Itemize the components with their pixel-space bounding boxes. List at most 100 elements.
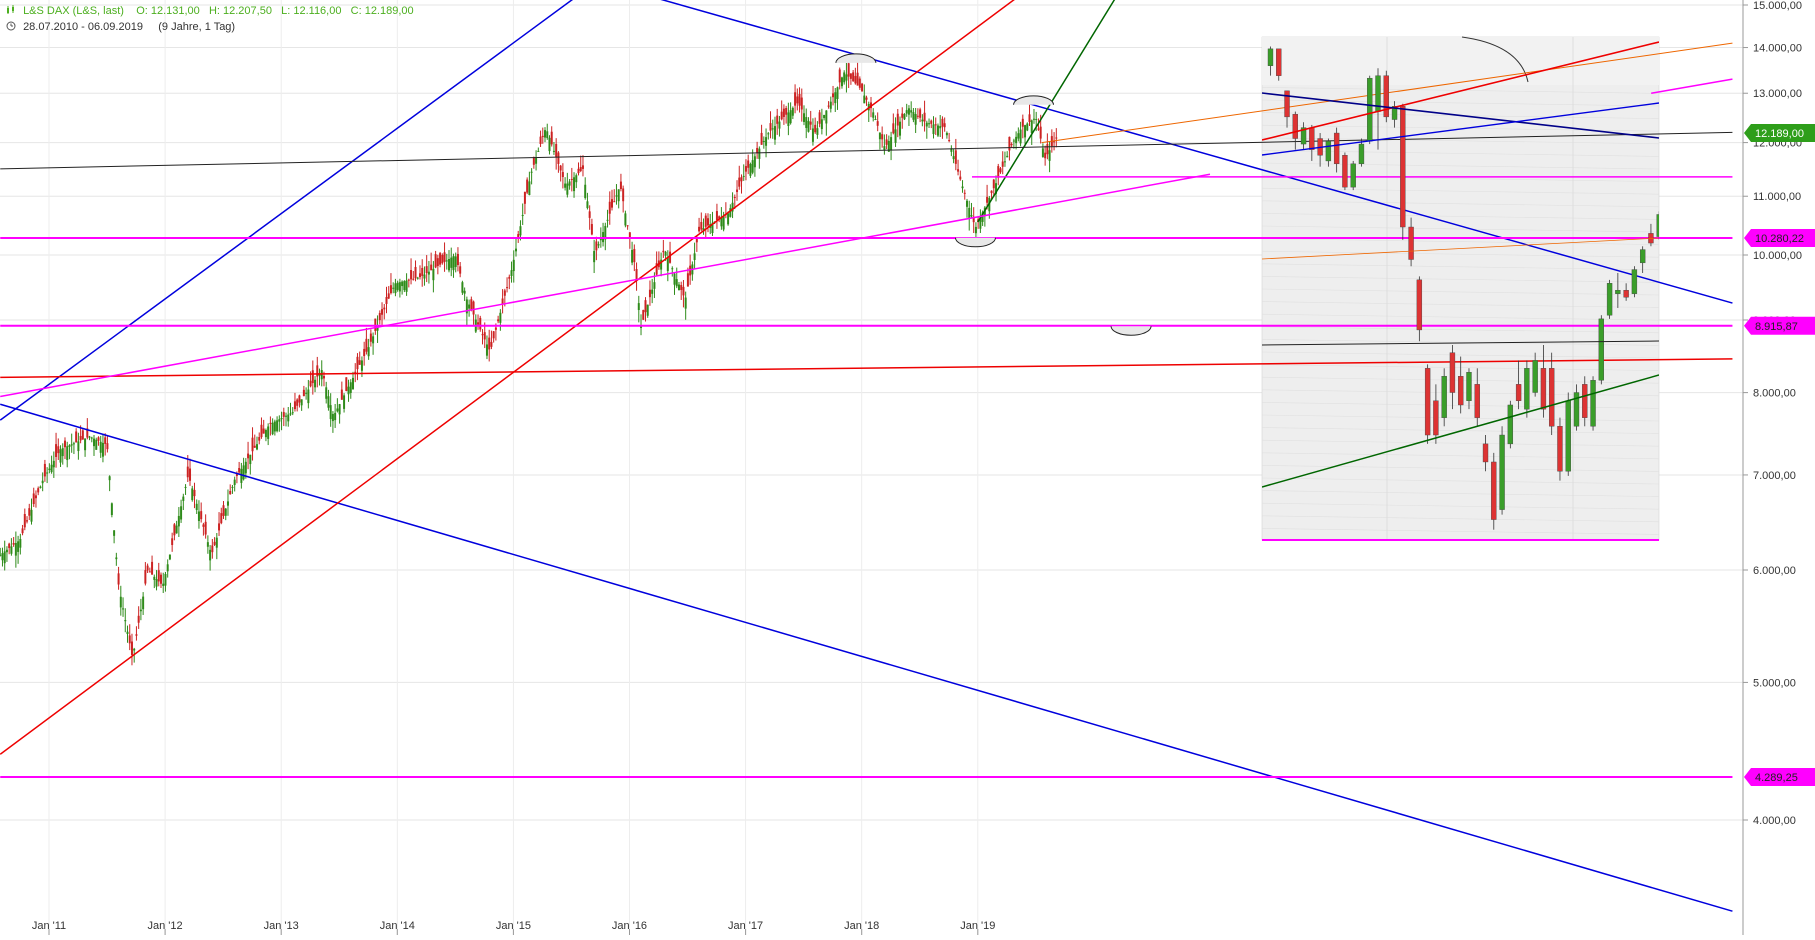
- price-bar: [682, 286, 685, 296]
- price-bar: [731, 202, 734, 212]
- price-bar: [106, 443, 109, 450]
- inset-candle: [1309, 127, 1315, 150]
- price-badge-label: 10.280,22: [1755, 233, 1804, 245]
- price-bar: [356, 356, 359, 370]
- price-bar: [222, 505, 225, 516]
- price-bar: [622, 188, 625, 202]
- inset-panel: [1261, 36, 1660, 541]
- price-bar: [182, 496, 185, 501]
- price-bar: [773, 126, 776, 140]
- y-tick-label: 10.000,00: [1753, 250, 1802, 262]
- marker-ovals[interactable]: [835, 53, 1152, 336]
- trend-line[interactable]: [0, 173, 1211, 398]
- price-bar: [32, 493, 35, 505]
- price-bar: [660, 259, 663, 270]
- inset-hatch: [1261, 200, 1660, 208]
- price-bar: [220, 513, 223, 524]
- price-bar: [686, 273, 689, 287]
- price-bar: [751, 160, 754, 173]
- price-bar: [166, 564, 169, 572]
- price-bar: [923, 112, 926, 122]
- trend-line[interactable]: [0, 358, 1733, 379]
- price-bar: [340, 389, 343, 400]
- price-bar: [912, 112, 915, 120]
- price-bar: [1012, 140, 1015, 142]
- price-bar: [1006, 155, 1009, 158]
- x-tick-label: Jan '12: [148, 920, 183, 932]
- inset-candle: [1590, 380, 1596, 427]
- price-badge: [1744, 123, 1815, 142]
- price-bar: [727, 213, 730, 225]
- price-bar: [711, 222, 714, 234]
- price-bar: [12, 543, 15, 545]
- price-bar: [184, 486, 187, 488]
- price-bar: [840, 77, 843, 87]
- price-bar: [948, 140, 951, 142]
- price-bar: [673, 273, 676, 285]
- price-bar: [273, 421, 276, 432]
- price-bar: [619, 181, 622, 190]
- marker-oval[interactable]: [1110, 326, 1152, 336]
- price-bar: [501, 298, 504, 305]
- price-bar: [961, 186, 964, 189]
- trend-line[interactable]: [513, 0, 1733, 304]
- price-bar: [26, 520, 29, 522]
- marker-oval[interactable]: [954, 237, 996, 248]
- price-bar: [492, 331, 495, 339]
- inset-candle: [1474, 384, 1480, 418]
- price-bar: [693, 253, 696, 260]
- price-bar: [392, 287, 395, 289]
- price-bar: [171, 538, 174, 545]
- instrument-name: L&S DAX (L&S, last): [23, 5, 124, 17]
- price-bar: [445, 260, 448, 262]
- price-bar: [81, 430, 84, 440]
- price-bar: [664, 251, 667, 256]
- price-bar: [314, 379, 317, 388]
- price-bar: [736, 189, 739, 193]
- marker-oval[interactable]: [1013, 95, 1055, 105]
- price-bar: [389, 285, 392, 294]
- inset-candle: [1400, 106, 1406, 228]
- price-bar: [535, 157, 538, 164]
- trend-line[interactable]: [0, 131, 1733, 170]
- trend-line[interactable]: [1651, 78, 1733, 94]
- trend-line[interactable]: [0, 403, 1733, 912]
- trend-lines[interactable]: [0, 0, 1733, 912]
- price-bar: [539, 136, 542, 144]
- price-bar: [963, 192, 966, 194]
- price-bar: [269, 422, 272, 424]
- price-bar: [90, 437, 93, 439]
- price-bar: [575, 175, 578, 183]
- trend-line[interactable]: [0, 0, 629, 421]
- inset-candle: [1325, 141, 1332, 162]
- price-bar: [410, 269, 413, 280]
- price-bar: [992, 179, 995, 189]
- inset-candle: [1449, 352, 1456, 393]
- trend-line[interactable]: [977, 0, 1141, 223]
- price-bar: [765, 137, 768, 146]
- inset-candle: [1623, 290, 1629, 298]
- trend-line[interactable]: [0, 0, 1070, 755]
- price-bar: [559, 165, 562, 171]
- price-bar: [162, 583, 165, 586]
- marker-oval[interactable]: [835, 53, 877, 63]
- price-bar: [186, 466, 189, 478]
- price-bar: [972, 216, 975, 223]
- price-bar: [101, 442, 104, 457]
- price-bar: [729, 208, 732, 217]
- price-bar: [1026, 123, 1029, 131]
- price-bar: [615, 195, 618, 197]
- price-bar: [791, 107, 794, 116]
- price-bar: [997, 166, 1000, 178]
- price-bar: [213, 541, 216, 545]
- price-bar: [633, 248, 636, 263]
- price-bar: [119, 596, 122, 608]
- price-bar: [617, 189, 620, 202]
- price-bar: [1015, 136, 1018, 144]
- price-bar: [769, 123, 772, 131]
- price-bar: [521, 215, 524, 217]
- price-bar: [782, 108, 785, 118]
- inset-top-band: [1262, 37, 1659, 85]
